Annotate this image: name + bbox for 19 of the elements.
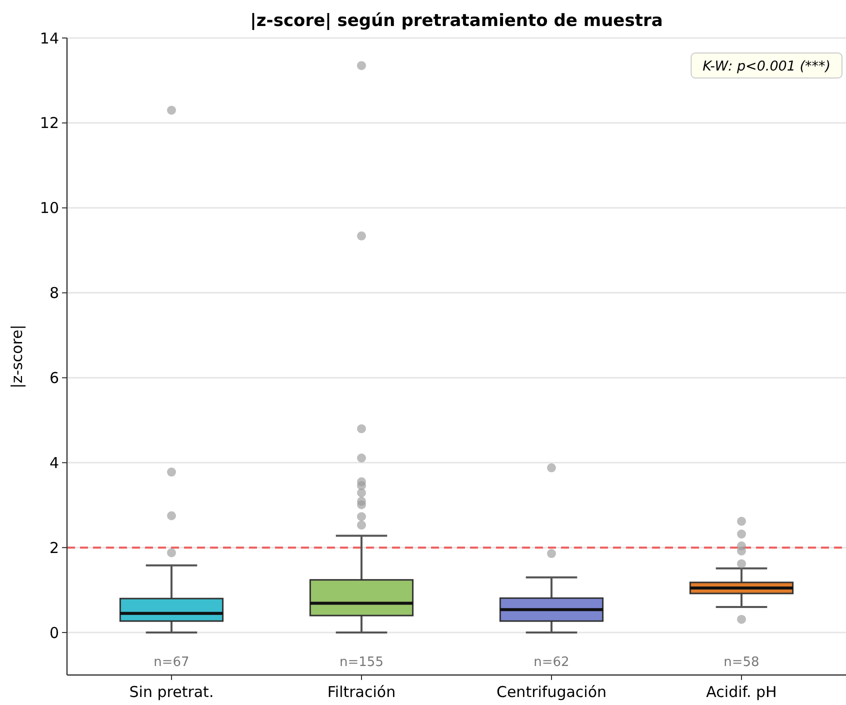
y-tick-label: 6 bbox=[49, 368, 59, 387]
x-tick-label: Sin pretrat. bbox=[129, 683, 214, 701]
y-tick-label: 8 bbox=[49, 284, 59, 302]
annotation: K-W: p<0.001 (***) bbox=[702, 58, 831, 75]
y-tick-label: 10 bbox=[40, 199, 59, 218]
annotation: n=67 bbox=[154, 655, 190, 670]
annotation: n=155 bbox=[340, 655, 384, 670]
annotation: n=58 bbox=[724, 655, 760, 670]
y-tick-label: 12 bbox=[40, 114, 59, 132]
y-axis-title: |z-score| bbox=[8, 324, 26, 388]
y-tick-label: 14 bbox=[40, 29, 59, 48]
x-tick-label: Acidif. pH bbox=[706, 683, 777, 701]
annotation: n=62 bbox=[534, 655, 570, 670]
y-tick-label: 2 bbox=[49, 538, 59, 557]
x-tick-label: Filtración bbox=[327, 683, 396, 701]
x-tick-label: Centrifugación bbox=[496, 683, 607, 701]
chart-title: |z-score| según pretratamiento de muestra bbox=[250, 11, 663, 31]
y-tick-label: 0 bbox=[49, 624, 59, 642]
y-tick-label: 4 bbox=[49, 454, 59, 472]
